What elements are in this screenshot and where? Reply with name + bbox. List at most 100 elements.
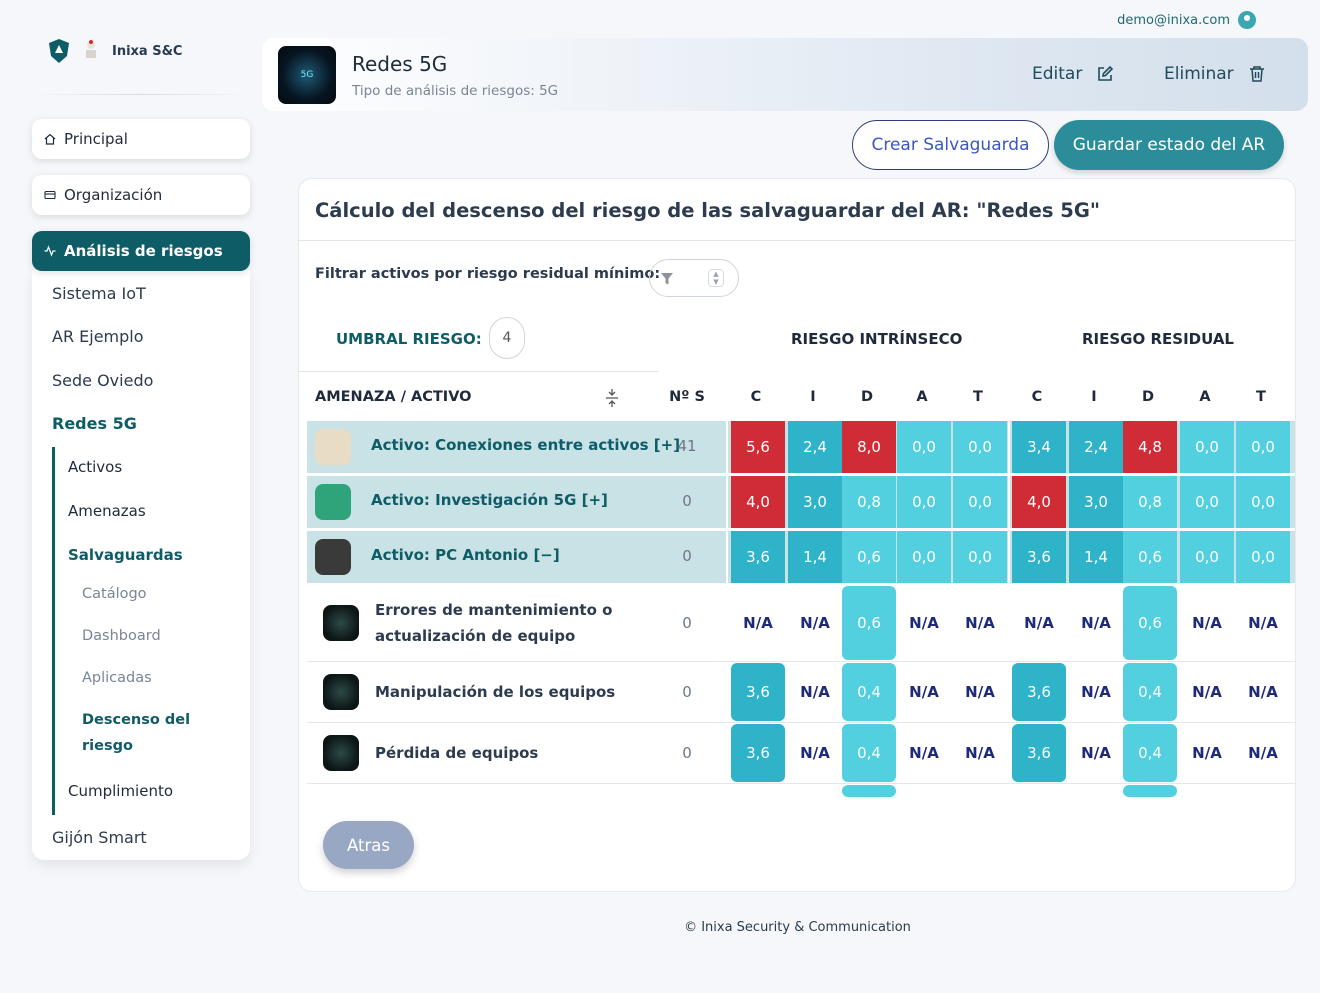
asset-name[interactable]: Activo: PC Antonio [−] (371, 546, 560, 564)
risk-cell: 2,4 (788, 421, 842, 473)
risk-cell: N/A (1192, 683, 1222, 701)
risk-cell: 0,0 (953, 421, 1007, 473)
brand-logo[interactable]: Inixa S&C (48, 38, 182, 64)
col-threat-asset: AMENAZA / ACTIVO (315, 389, 472, 405)
card-title: Cálculo del descenso del riesgo de las s… (315, 199, 1101, 222)
threshold-label: UMBRAL RIESGO: (336, 330, 482, 348)
risk-cell: N/A (743, 614, 773, 632)
risk-cell: 0,6 (842, 531, 896, 583)
risk-cell: 0,6 (842, 586, 896, 660)
risk-cell: 0,4 (1123, 663, 1177, 721)
footer: © Inixa Security & Communication (684, 920, 911, 935)
threshold-value[interactable]: 4 (489, 317, 525, 359)
threat-ns: 0 (682, 683, 692, 701)
asset-name[interactable]: Activo: Conexiones entre activos [+] (371, 436, 681, 454)
threat-ns: 0 (682, 614, 692, 632)
threat-name[interactable]: Manipulación de los equipos (375, 683, 616, 701)
nav-label: Principal (64, 130, 128, 148)
intrinsic-risk-header: RIESGO INTRÍNSECO (791, 330, 963, 348)
edit-button[interactable]: Editar (1032, 64, 1114, 84)
risk-cell: 0,0 (1236, 476, 1290, 528)
delete-button[interactable]: Eliminar (1164, 64, 1266, 84)
mascot-icon (86, 40, 96, 58)
risk-cell: 1,4 (1069, 531, 1123, 583)
asset-ns: 41 (677, 437, 697, 455)
sub-activos[interactable]: Activos (68, 458, 123, 476)
filter-icon (661, 273, 673, 285)
page-title: Redes 5G (352, 52, 448, 76)
sub-amenazas[interactable]: Amenazas (68, 502, 146, 520)
nav-organizacion[interactable]: Organización (32, 175, 250, 215)
risk-cell: 0,6 (1123, 586, 1177, 660)
row-divider (307, 783, 1295, 784)
risk-cell: 4,0 (1012, 476, 1066, 528)
risk-cell: 4,0 (731, 476, 785, 528)
asset-icon (315, 429, 351, 465)
analysis-ar-ejemplo[interactable]: AR Ejemplo (52, 327, 144, 346)
risk-cell: 0,0 (1236, 421, 1290, 473)
sub-descenso-riesgo[interactable]: Descenso del riesgo (82, 712, 191, 754)
row-divider (307, 661, 1295, 662)
risk-cell: 0,0 (1236, 531, 1290, 583)
save-state-button[interactable]: Guardar estado del AR (1054, 120, 1284, 170)
risk-cell: 0,0 (897, 476, 951, 528)
risk-cell: N/A (800, 683, 830, 701)
shield-logo-icon (49, 39, 69, 63)
col-intrinsic-d: D (860, 389, 874, 405)
risk-cell: 0,6 (1123, 531, 1177, 583)
min-risk-filter-input[interactable]: ▲ ▼ (649, 259, 739, 297)
analysis-gijon-smart[interactable]: Gijón Smart (52, 828, 147, 847)
risk-cell: 2,4 (1069, 421, 1123, 473)
expand-collapse-icon[interactable] (605, 388, 619, 408)
risk-cell: N/A (1081, 744, 1111, 762)
col-residual-c: C (1031, 389, 1043, 405)
risk-cell: N/A (965, 614, 995, 632)
risk-cell: 0,0 (953, 476, 1007, 528)
tree-line (52, 447, 55, 815)
sub-dashboard[interactable]: Dashboard (82, 628, 161, 644)
nav-analisis-riesgos[interactable]: Análisis de riesgos (32, 231, 250, 271)
analysis-thumbnail: 5G (278, 46, 336, 104)
risk-cell: 4,8 (1123, 421, 1177, 473)
risk-cell: N/A (965, 744, 995, 762)
sub-aplicadas[interactable]: Aplicadas (82, 670, 152, 686)
nav-principal[interactable]: Principal (32, 119, 250, 159)
page-subtitle: Tipo de análisis de riesgos: 5G (352, 83, 559, 99)
analysis-sistema-iot[interactable]: Sistema IoT (52, 284, 146, 303)
threat-name[interactable]: Pérdida de equipos (375, 744, 539, 762)
user-menu[interactable]: demo@inixa.com (1117, 11, 1256, 29)
col-intrinsic-t: T (973, 389, 983, 405)
sub-cumplimiento[interactable]: Cumplimiento (68, 782, 174, 800)
create-safeguard-button[interactable]: Crear Salvaguarda (852, 120, 1049, 170)
risk-cell: 0,0 (1180, 476, 1234, 528)
asset-name[interactable]: Activo: Investigación 5G [+] (371, 491, 608, 509)
threat-ns: 0 (682, 744, 692, 762)
user-icon[interactable] (1238, 11, 1256, 29)
risk-cell: N/A (800, 614, 830, 632)
risk-cell: N/A (909, 744, 939, 762)
number-spinner[interactable]: ▲ ▼ (708, 269, 724, 287)
risk-cell: 8,0 (842, 421, 896, 473)
risk-cell: 3,0 (1069, 476, 1123, 528)
risk-cell: 0,4 (842, 724, 896, 782)
risk-cell: 3,6 (731, 724, 785, 782)
col-residual-d: D (1141, 389, 1155, 405)
analysis-redes-5g[interactable]: Redes 5G (52, 414, 137, 433)
residual-risk-header: RIESGO RESIDUAL (1082, 330, 1234, 348)
sub-catalogo[interactable]: Catálogo (82, 586, 147, 602)
divider (299, 240, 1295, 241)
sub-salvaguardas[interactable]: Salvaguardas (68, 546, 183, 564)
edit-icon (1098, 65, 1114, 81)
risk-cell-partial (842, 785, 896, 797)
card-icon (44, 190, 56, 200)
back-button[interactable]: Atras (323, 821, 414, 869)
analysis-header: 5G Redes 5G Tipo de análisis de riesgos:… (262, 38, 1308, 111)
risk-cell: 0,8 (842, 476, 896, 528)
analysis-sede-oviedo[interactable]: Sede Oviedo (52, 371, 154, 390)
risk-cell: N/A (1248, 744, 1278, 762)
risk-cell: 0,0 (953, 531, 1007, 583)
risk-cell: N/A (909, 683, 939, 701)
risk-cell: 0,0 (1180, 531, 1234, 583)
risk-cell: 3,6 (731, 663, 785, 721)
threat-name[interactable]: Errores de mantenimiento o actualización… (375, 601, 613, 645)
